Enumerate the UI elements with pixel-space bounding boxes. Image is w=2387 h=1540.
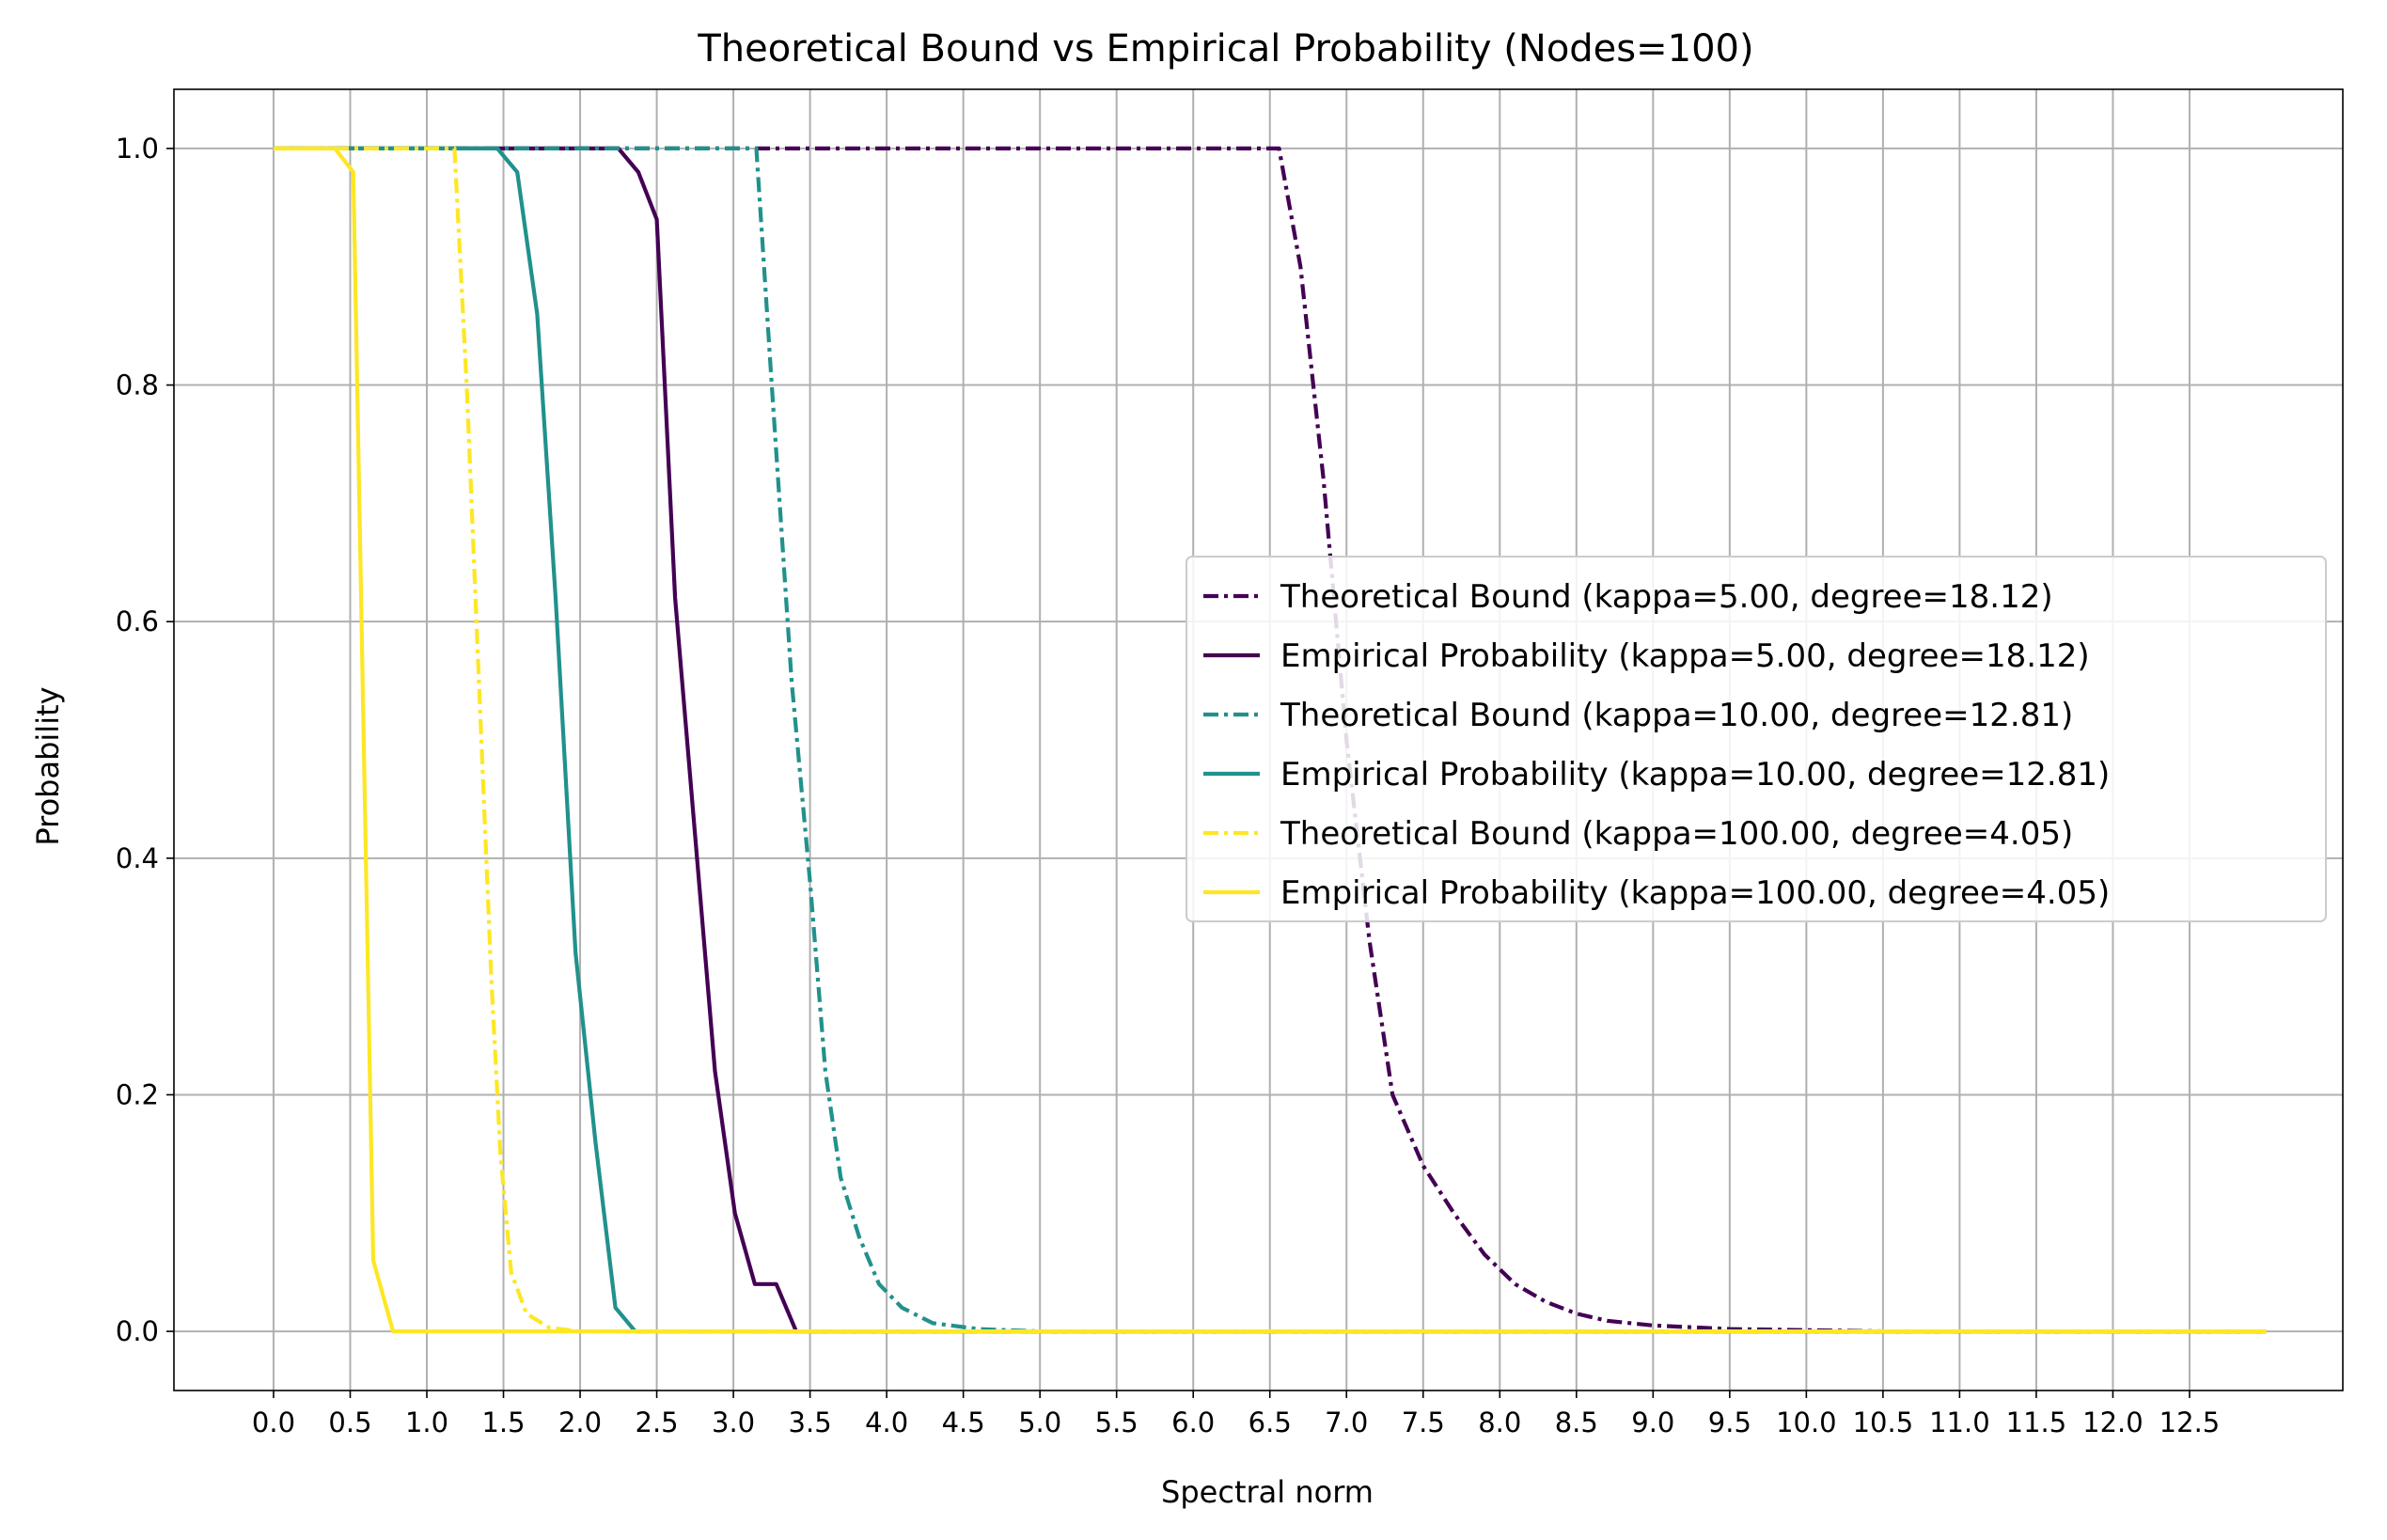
- series-line-6: [274, 146, 2267, 1334]
- x-tick-label: 8.0: [1478, 1406, 1521, 1438]
- y-axis-label: Probability: [30, 686, 66, 845]
- y-axis-ticks: 0.0 0.2 0.4 0.6 0.8 1.0: [116, 133, 174, 1347]
- x-tick-label: 5.0: [1018, 1406, 1061, 1438]
- x-tick-label: 7.5: [1402, 1406, 1445, 1438]
- y-tick-label: 1.0: [116, 133, 159, 165]
- series-line-4: [274, 146, 2267, 1334]
- x-tick-label: 12.0: [2082, 1406, 2144, 1438]
- x-axis-ticks: 0.0 0.5 1.0 1.5 2.0 2.5 3.0 3.5 4.0 4.5 5.0 5.5 6.0 6…: [252, 1391, 2220, 1438]
- x-tick-label: 10.5: [1853, 1406, 1914, 1438]
- legend-entry: Empirical Probability (kappa=10.00, degr…: [1280, 756, 2110, 794]
- x-tick-label: 2.5: [636, 1406, 679, 1438]
- legend: Theoretical Bound (kappa=5.00, degree=18…: [1186, 556, 2327, 922]
- x-tick-label: 7.0: [1325, 1406, 1368, 1438]
- plot-frame: [173, 88, 2344, 1391]
- legend-entry: Empirical Probability (kappa=5.00, degre…: [1280, 637, 2090, 675]
- y-tick-label: 0.2: [116, 1078, 159, 1110]
- x-tick-label: 4.0: [865, 1406, 908, 1438]
- series-line-5: [274, 146, 2267, 1334]
- chart-title: Theoretical Bound vs Empirical Probabili…: [697, 27, 1753, 71]
- legend-entry: Theoretical Bound (kappa=10.00, degree=1…: [1280, 697, 2073, 734]
- x-tick-label: 6.0: [1171, 1406, 1215, 1438]
- y-tick-label: 0.8: [116, 369, 159, 401]
- x-tick-label: 6.5: [1248, 1406, 1292, 1438]
- y-tick-label: 0.6: [116, 605, 159, 637]
- x-tick-label: 11.0: [1929, 1406, 1990, 1438]
- legend-entry: Empirical Probability (kappa=100.00, deg…: [1280, 874, 2110, 912]
- x-tick-label: 1.5: [481, 1406, 525, 1438]
- x-tick-label: 1.0: [405, 1406, 448, 1438]
- x-tick-label: 11.5: [2006, 1406, 2067, 1438]
- x-tick-label: 9.5: [1708, 1406, 1751, 1438]
- x-tick-label: 5.5: [1095, 1406, 1139, 1438]
- series-line-1: [274, 146, 2267, 1334]
- x-tick-label: 0.5: [328, 1406, 371, 1438]
- x-tick-label: 3.0: [712, 1406, 755, 1438]
- legend-box: [1186, 556, 2327, 922]
- legend-entry: Theoretical Bound (kappa=5.00, degree=18…: [1280, 578, 2053, 616]
- x-tick-label: 4.5: [942, 1406, 985, 1438]
- x-tick-label: 3.5: [789, 1406, 832, 1438]
- series-line-3: [274, 146, 2267, 1334]
- series-layer: [274, 146, 2267, 1334]
- x-tick-label: 2.0: [558, 1406, 602, 1438]
- y-tick-label: 0.4: [116, 842, 159, 874]
- series-line-2: [274, 146, 2267, 1334]
- x-tick-label: 0.0: [252, 1406, 295, 1438]
- x-tick-label: 10.0: [1776, 1406, 1837, 1438]
- y-tick-label: 0.0: [116, 1315, 159, 1347]
- legend-entry: Theoretical Bound (kappa=100.00, degree=…: [1280, 815, 2073, 853]
- x-tick-label: 12.5: [2159, 1406, 2221, 1438]
- x-tick-label: 8.5: [1555, 1406, 1598, 1438]
- x-axis-label: Spectral norm: [1161, 1474, 1374, 1510]
- x-tick-label: 9.0: [1631, 1406, 1674, 1438]
